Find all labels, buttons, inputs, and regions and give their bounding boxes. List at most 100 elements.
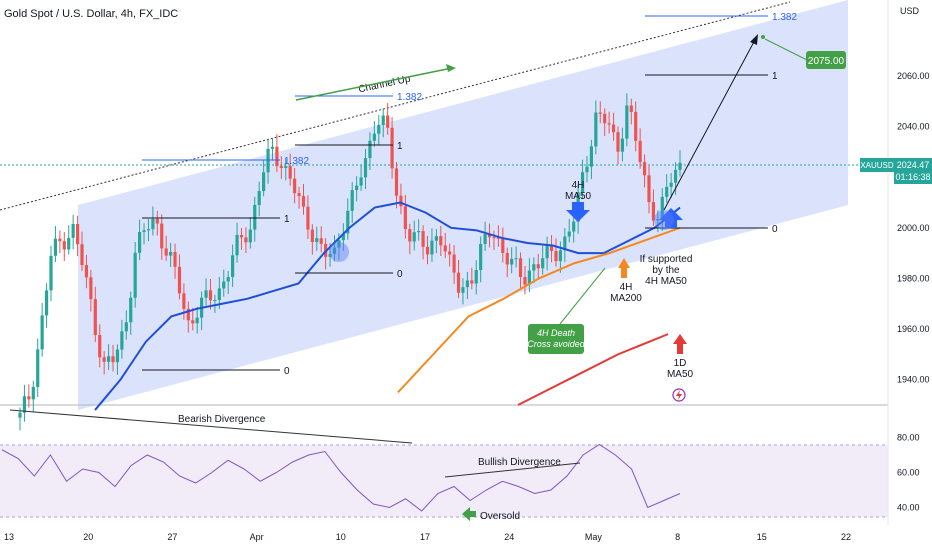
candle-body xyxy=(239,234,244,238)
candle-body xyxy=(195,317,199,324)
candle-body xyxy=(501,238,505,254)
candle-body xyxy=(142,230,146,233)
candle-body xyxy=(669,182,673,187)
candle-body xyxy=(638,140,642,163)
candle-body xyxy=(204,290,208,298)
candle-body xyxy=(567,231,571,237)
candle-body xyxy=(461,287,465,293)
fib-levels-group: 1.382 1 0 1.382 1 0 1.382 1 0 xyxy=(142,12,797,377)
candle-body xyxy=(40,315,44,350)
time-tick: Apr xyxy=(250,532,264,542)
ma50-4h-label: 4H MA50 xyxy=(565,180,592,202)
time-tick: 20 xyxy=(83,532,93,542)
candle-body xyxy=(346,210,350,234)
rsi-band xyxy=(0,445,888,517)
time-axis: 13 20 27 Apr 10 17 24 May 8 15 22 xyxy=(4,532,851,542)
candle-body xyxy=(390,127,394,169)
candle-body xyxy=(111,356,115,363)
candle-body xyxy=(44,290,49,316)
candle-body xyxy=(656,219,660,221)
price-tick: 2060.00 xyxy=(897,71,930,81)
candle-body xyxy=(523,277,527,285)
candle-body xyxy=(563,236,567,251)
candle-body xyxy=(430,240,434,255)
candle-body xyxy=(585,166,589,173)
ma50-down-arrow-icon xyxy=(566,202,590,222)
candle-body xyxy=(248,229,252,243)
channel-up-band xyxy=(78,0,848,410)
candle-body xyxy=(625,105,629,139)
fib-one-1-label: 1 xyxy=(284,214,290,225)
candle-body xyxy=(89,277,93,300)
candle-body xyxy=(310,229,314,242)
candle-body xyxy=(470,280,474,284)
candle-body xyxy=(137,232,142,253)
time-tick: 13 xyxy=(4,532,14,542)
candle-body xyxy=(549,244,554,252)
oversold-label: Oversold xyxy=(480,511,520,522)
candle-body xyxy=(403,206,407,230)
candle-body xyxy=(235,234,239,256)
target-point xyxy=(761,35,765,39)
candle-body xyxy=(642,162,647,176)
chart-title: Gold Spot / U.S. Dollar, 4h, FX_IDC xyxy=(4,8,179,20)
candle-body xyxy=(129,297,133,323)
candle-body xyxy=(177,266,182,294)
candle-body xyxy=(266,148,270,173)
time-tick: 10 xyxy=(336,532,346,542)
candle-body xyxy=(164,248,168,256)
candle-body xyxy=(558,250,563,262)
price-axis: 2060.002040.002020.002000.001980.001960.… xyxy=(897,71,930,385)
candle-body xyxy=(93,299,97,336)
candle-body xyxy=(71,224,75,238)
candle-body xyxy=(328,253,332,257)
candle-body xyxy=(598,112,602,114)
candle-body xyxy=(381,115,385,125)
candle-body xyxy=(213,300,217,302)
candle-body xyxy=(665,186,669,197)
candle-body xyxy=(22,396,27,413)
candle-body xyxy=(191,320,195,324)
price-tick: 1940.00 xyxy=(897,375,930,385)
target-label: 2075.00 xyxy=(808,56,845,67)
time-tick: 8 xyxy=(675,532,680,542)
candle-body xyxy=(443,245,447,252)
candle-body xyxy=(483,234,487,244)
candle-body xyxy=(49,255,53,291)
candle-body xyxy=(257,191,261,205)
candle-body xyxy=(231,255,235,277)
candle-body xyxy=(647,175,651,203)
supported-label: If supported by the 4H MA50 xyxy=(640,254,693,287)
candle-body xyxy=(368,140,372,159)
candle-body xyxy=(417,231,421,233)
candle-body xyxy=(226,276,230,282)
candle-body xyxy=(84,265,89,278)
candle-body xyxy=(284,166,288,169)
candle-body xyxy=(372,133,376,141)
target-badge xyxy=(806,51,846,69)
candle-body xyxy=(611,124,616,133)
candle-body xyxy=(253,204,257,230)
candle-body xyxy=(452,254,456,273)
candle-body xyxy=(301,196,306,207)
candle-body xyxy=(293,178,297,194)
fib-ext-3-label: 1.382 xyxy=(772,12,797,23)
time-tick: 17 xyxy=(420,532,430,542)
candle-body xyxy=(554,251,558,262)
candle-body xyxy=(120,331,124,350)
rsi-axis: 80.00 60.00 40.00 xyxy=(897,433,920,513)
candle-body xyxy=(514,258,518,260)
candle-body xyxy=(350,190,354,211)
candle-body xyxy=(536,264,540,269)
candle-body xyxy=(288,166,292,179)
candle-body xyxy=(319,238,323,244)
candle-body xyxy=(186,308,190,321)
price-tag-value: 2024.47 xyxy=(897,160,930,170)
death-cross-label: 4H Death Cross avoided xyxy=(527,328,586,349)
candle-body xyxy=(306,206,310,230)
candle-body xyxy=(58,238,62,242)
time-tick: 22 xyxy=(841,532,851,542)
candle-body xyxy=(607,123,611,125)
candle-body xyxy=(31,386,35,400)
